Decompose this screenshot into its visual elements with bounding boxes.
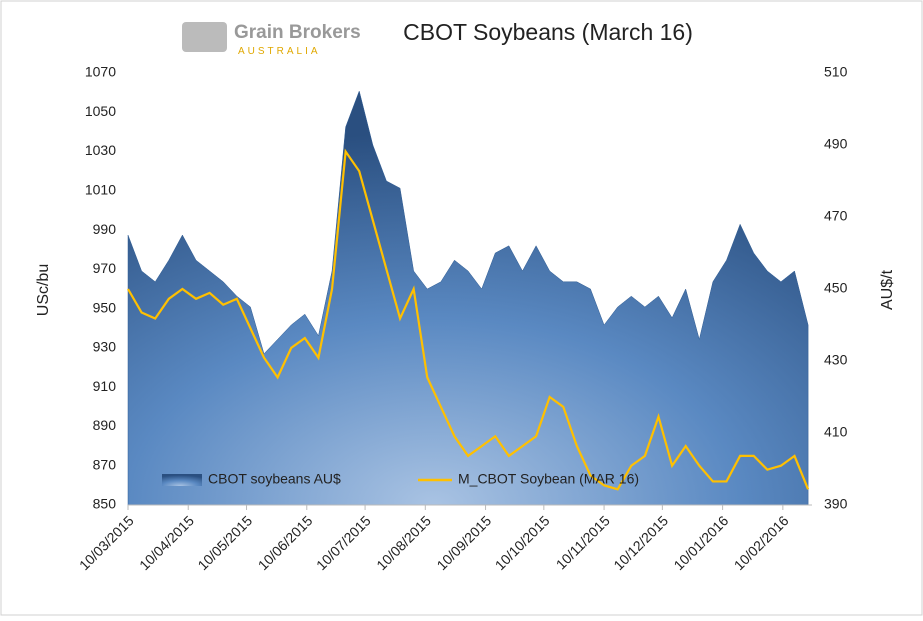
y-tick-label: 970: [93, 260, 117, 276]
line: [127, 148, 810, 491]
chart-title: CBOT Soybeans (March 16): [403, 19, 693, 45]
y-tick-label: 850: [93, 496, 117, 512]
legend-swatch: [162, 474, 202, 486]
logo-icon: [182, 22, 227, 52]
y-tick-label: 1030: [85, 142, 116, 158]
y-tick-label: 1070: [85, 64, 116, 80]
y2-tick-label: 450: [824, 280, 848, 296]
y2-tick-label: 490: [824, 136, 848, 152]
y-tick-label: 870: [93, 456, 117, 472]
y-axis-label: USc/bu: [35, 264, 52, 316]
area: [127, 90, 809, 506]
y-tick-label: 1010: [85, 182, 116, 198]
y2-tick-label: 430: [824, 352, 848, 368]
y-tick-label: 930: [93, 339, 117, 355]
y-tick-label: 1050: [85, 103, 116, 119]
y-tick-label: 990: [93, 221, 117, 237]
legend-label: CBOT soybeans AU$: [208, 471, 341, 487]
logo-country: AUSTRALIA: [238, 46, 321, 57]
y2-tick-label: 470: [824, 208, 848, 224]
y-tick-label: 950: [93, 299, 117, 315]
logo-name: Grain Brokers: [234, 22, 361, 43]
y2-tick-label: 510: [824, 64, 848, 80]
y2-axis-label: AU$/t: [879, 269, 896, 310]
y2-tick-label: 410: [824, 424, 848, 440]
y-tick-label: 910: [93, 378, 117, 394]
y2-tick-label: 390: [824, 496, 848, 512]
legend-label: M_CBOT Soybean (MAR 16): [458, 471, 639, 487]
y-tick-label: 890: [93, 417, 117, 433]
